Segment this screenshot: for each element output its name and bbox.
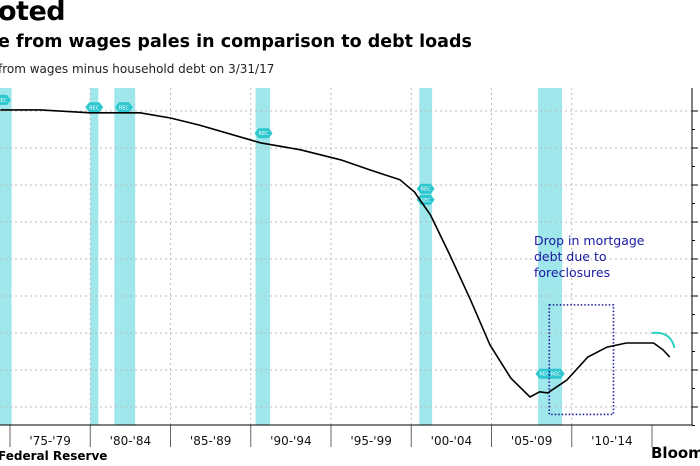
x-tick-label: '10-'14 <box>591 434 632 448</box>
brand-logo: Bloom <box>651 444 700 462</box>
recession-band <box>0 88 12 425</box>
x-tick-label: '05-'09 <box>511 434 552 448</box>
recession-badge-label: REC <box>89 105 100 111</box>
x-tick-label: '00-'04 <box>431 434 472 448</box>
projection-arc <box>651 331 676 349</box>
chart-note: from wages minus household debt on 3/31/… <box>0 62 275 76</box>
annotation-text: Drop in mortgage <box>534 233 645 248</box>
recession-badge-icon <box>416 183 435 194</box>
recession-badge-label: REC <box>551 372 562 378</box>
recession-band <box>114 88 136 425</box>
source-label: Federal Reserve <box>0 449 108 463</box>
x-tick-label: '90-'94 <box>270 434 311 448</box>
chart-subtitle: e from wages pales in comparison to debt… <box>0 32 472 52</box>
recession-badge-label: REC <box>421 187 432 193</box>
x-tick-label: '80-'84 <box>110 434 151 448</box>
x-tick-label: '85-'89 <box>190 434 231 448</box>
recession-badge-icon <box>254 128 273 139</box>
recession-badge-label: REC <box>119 105 130 111</box>
recession-badge-label: REC <box>539 372 550 378</box>
recession-badge-label: REC <box>0 98 8 104</box>
x-tick-label: '75-'79 <box>29 434 70 448</box>
recession-band <box>90 88 99 425</box>
chart-title: oted <box>0 0 66 27</box>
recession-badge-label: REC <box>421 198 432 204</box>
x-tick-label: '95-'99 <box>350 434 391 448</box>
recession-badge-icon <box>546 368 565 379</box>
recession-badge-label: REC <box>259 131 270 137</box>
annotation-box <box>548 304 615 416</box>
recession-badge-icon <box>85 102 104 113</box>
recession-badge-icon <box>114 102 133 113</box>
annotation-text: debt due to <box>534 249 607 264</box>
annotation-text: foreclosures <box>534 265 610 280</box>
recession-band <box>255 88 271 425</box>
recession-band <box>419 88 433 425</box>
series-line <box>0 109 671 398</box>
recession-badge-icon <box>0 94 11 105</box>
